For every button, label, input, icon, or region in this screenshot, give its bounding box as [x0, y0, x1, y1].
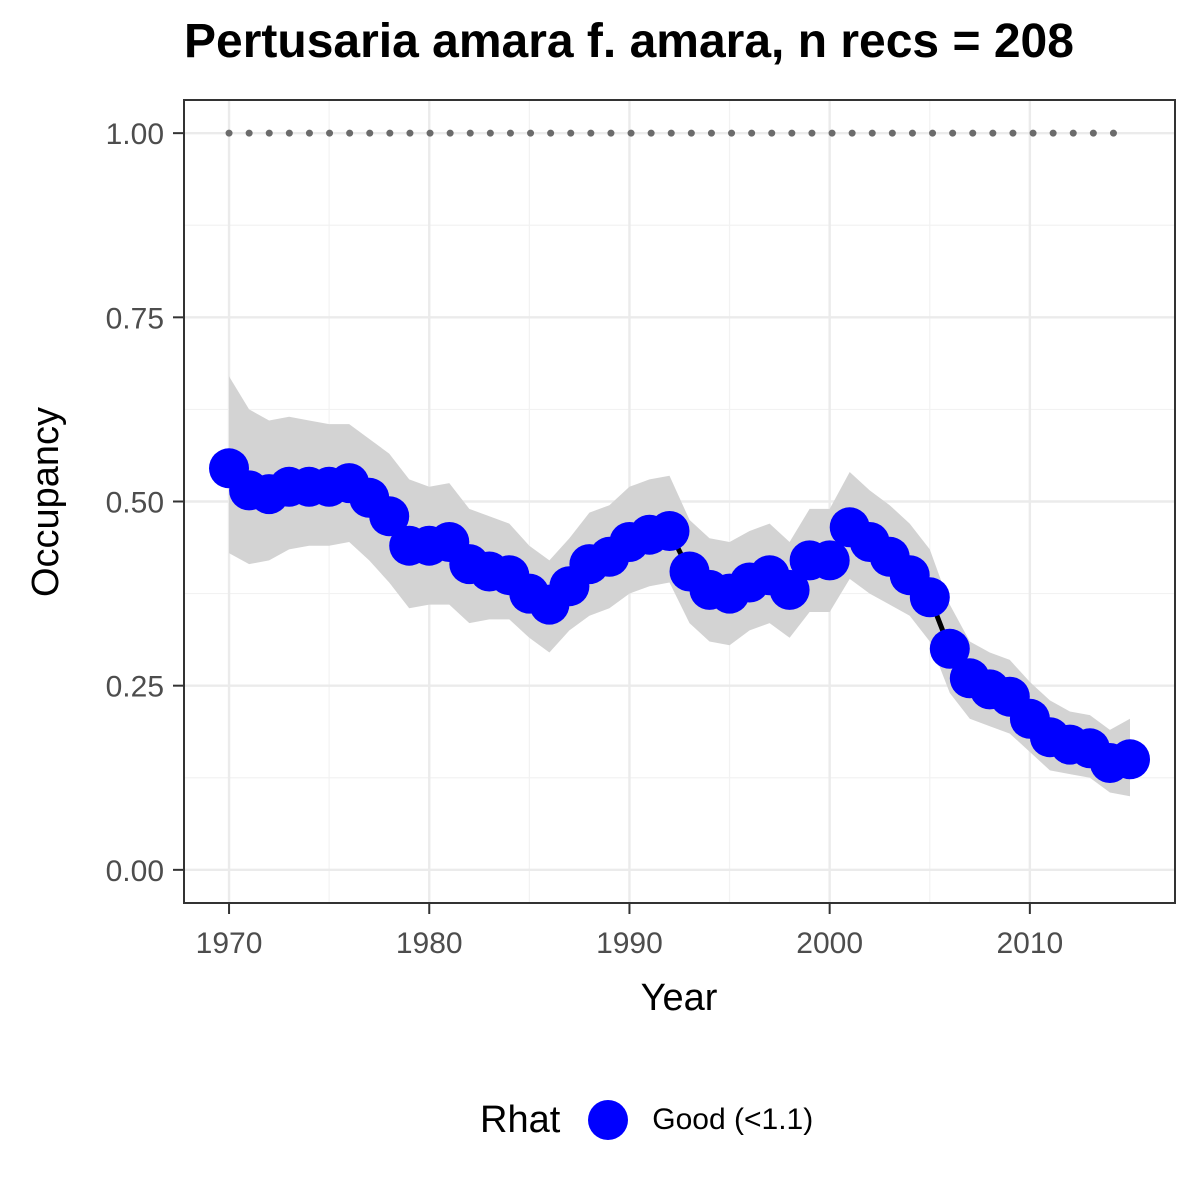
x-axis-label: Year — [641, 977, 718, 1019]
data-points — [209, 448, 1150, 783]
data-point — [369, 496, 410, 537]
x-tick-label: 2010 — [996, 927, 1063, 960]
legend-label-good: Good (<1.1) — [652, 1103, 814, 1136]
data-point — [649, 511, 690, 551]
y-tick-label: 0.25 — [106, 671, 164, 704]
y-axis-ticks: 0.00 0.25 0.50 0.75 1.00 — [106, 118, 184, 888]
y-tick-label: 0.75 — [106, 302, 164, 335]
data-point — [1110, 739, 1150, 780]
data-point — [929, 628, 970, 669]
y-tick-label: 1.00 — [106, 118, 164, 151]
data-point — [769, 569, 810, 610]
y-tick-label: 0.00 — [106, 855, 164, 888]
chart-title: Pertusaria amara f. amara, n recs = 208 — [184, 15, 1074, 68]
data-point — [909, 577, 950, 618]
y-axis-label: Occupancy — [25, 407, 67, 597]
x-tick-label: 1980 — [396, 927, 463, 960]
legend-title: Rhat — [480, 1098, 561, 1141]
x-axis-ticks: 1970 1980 1990 2000 2010 — [196, 903, 1063, 960]
data-point — [809, 540, 850, 581]
legend-key-good — [588, 1100, 629, 1140]
x-tick-label: 1970 — [196, 927, 263, 960]
y-tick-label: 0.50 — [106, 487, 164, 520]
x-tick-label: 1990 — [596, 927, 663, 960]
x-tick-label: 2000 — [796, 927, 863, 960]
legend: Rhat Good (<1.1) — [480, 1092, 813, 1148]
